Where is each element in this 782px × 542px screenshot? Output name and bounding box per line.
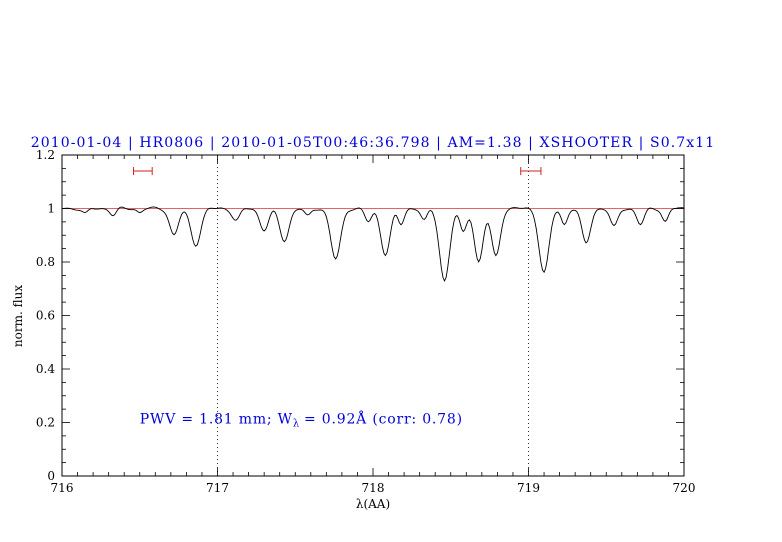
x-tick-label: 718 [362, 481, 385, 495]
y-axis-label: norm. flux [11, 285, 25, 347]
y-tick-label: 1 [47, 202, 55, 216]
y-tick-label: 0.4 [36, 362, 55, 376]
pwv-annotation-part2: = 0.92Å (corr: 0.78) [304, 410, 463, 428]
plot-frame [61, 154, 685, 477]
x-tick-label: 720 [673, 481, 696, 495]
x-axis-label: λ(AA) [356, 497, 390, 511]
y-tick-label: 0 [47, 469, 55, 483]
spectrum-line [62, 206, 685, 282]
y-tick-label: 1.2 [36, 148, 55, 162]
y-tick-label: 0.2 [36, 416, 55, 430]
x-tick-label: 716 [51, 481, 74, 495]
pwv-annotation-subscript: λ [293, 419, 300, 430]
x-tick-label: 719 [517, 481, 540, 495]
x-tick-label: 717 [206, 481, 229, 495]
plot-elements: 716 717 718 719 720 0 0.2 0.4 0.6 0.8 1 1.2 [36, 148, 696, 495]
y-tick-label: 0.6 [36, 309, 55, 323]
pwv-annotation-part1: PWV = 1.81 mm; W [140, 412, 293, 428]
y-tick-label: 0.8 [36, 255, 55, 269]
plot-title: 2010-01-04 | HR0806 | 2010-01-05T00:46:3… [31, 135, 716, 151]
pwv-annotation: PWV = 1.81 mm; Wλ = 0.92Å (corr: 0.78) [140, 410, 463, 430]
